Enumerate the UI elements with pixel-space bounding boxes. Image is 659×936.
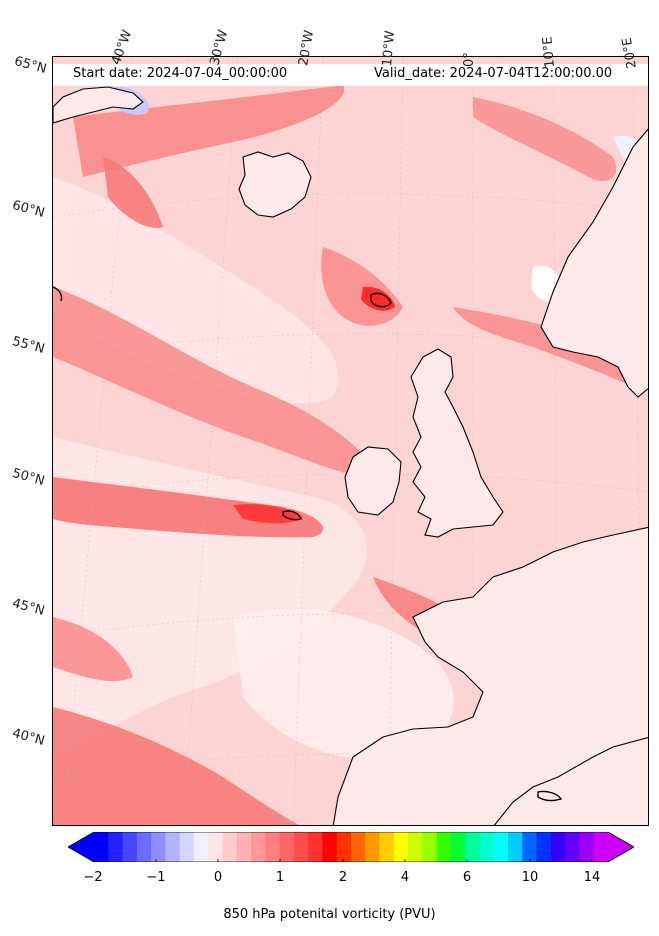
cb-tick-label: −2: [83, 870, 103, 885]
north-africa-coast: [493, 736, 648, 825]
colorbar-segment: [536, 832, 552, 862]
cb-tick-label: −1: [146, 870, 166, 885]
colorbar-segment: [508, 832, 523, 862]
colorbar-segment: [393, 832, 409, 862]
field-red-band: [233, 504, 303, 524]
colorbar-segment: [379, 832, 395, 862]
colorbar-segment: [336, 832, 352, 862]
cb-tick-label: 6: [462, 870, 472, 885]
colorbar-segment: [579, 832, 595, 862]
cb-tick-label: 1: [275, 870, 285, 885]
colorbar-segment: [465, 832, 481, 862]
colorbar-segment: [136, 832, 152, 862]
colorbar: [68, 832, 634, 862]
lat-label-40n: 40°N: [10, 726, 47, 749]
field-light-band: [233, 609, 454, 759]
colorbar-segment: [222, 832, 238, 862]
lat-label-55n: 55°N: [10, 334, 47, 357]
colorbar-segment: [408, 832, 423, 862]
field-red-band: [53, 477, 323, 538]
lat-label-45n: 45°N: [10, 596, 47, 619]
colorbar-segment: [351, 832, 366, 862]
great-britain-coast: [410, 348, 504, 538]
greenland-coast: [53, 86, 144, 124]
cb-tick-label: 14: [583, 870, 601, 885]
field-red-band: [453, 307, 633, 387]
colorbar-segment: [108, 832, 124, 862]
colorbar-segment: [94, 832, 109, 862]
colorbar-over-triangle: [608, 832, 634, 862]
scandinavia-coast: [540, 128, 648, 398]
colorbar-segment: [236, 832, 252, 862]
ireland-coast: [344, 446, 402, 516]
coastlines: [53, 86, 648, 825]
lon-label-10e: 10°E: [540, 35, 558, 69]
colorbar-segment: [193, 832, 209, 862]
colorbar-segment: [450, 832, 466, 862]
cb-tick-label: 2: [338, 870, 348, 885]
colorbar-segment: [422, 832, 438, 862]
lat-label-50n: 50°N: [10, 466, 47, 489]
intense-cores: [53, 286, 563, 802]
pv-field-map: [53, 57, 648, 825]
lat-label-60n: 60°N: [10, 198, 47, 221]
colorbar-segment: [151, 832, 166, 862]
colorbar-segment: [479, 832, 495, 862]
colorbar-segment: [165, 832, 181, 862]
cb-tick-label: 0: [213, 870, 223, 885]
colorbar-segment: [436, 832, 452, 862]
colorbar-segment: [251, 832, 266, 862]
france-iberia-coast: [332, 526, 648, 825]
colorbar-segment: [550, 832, 566, 862]
colorbar-under-triangle: [68, 832, 94, 862]
colorbar-segment: [493, 832, 509, 862]
colorbar-segment: [279, 832, 295, 862]
header-strip: [53, 64, 648, 86]
field-red-band: [103, 157, 163, 228]
colorbar-segment: [365, 832, 381, 862]
map-panel: [52, 56, 649, 826]
valid-date-label: Valid_date: 2024-07-04T12:00:00.00: [374, 66, 613, 81]
cb-tick-label: 10: [521, 870, 539, 885]
field-red-band: [53, 617, 133, 682]
field-red-band: [53, 287, 383, 478]
lon-label-10w: 10°W: [380, 29, 399, 67]
colorbar-segment: [293, 832, 309, 862]
colorbar-segment: [122, 832, 138, 862]
field-red-band: [361, 286, 395, 311]
start-date-label: Start date: 2024-07-04_00:00:00: [73, 66, 288, 81]
iceland-coast: [238, 151, 312, 218]
colorbar-segment: [208, 832, 224, 862]
field-red-band: [73, 85, 345, 177]
colorbar-segment: [179, 832, 195, 862]
lon-label-0: 0°: [462, 52, 477, 67]
colorbar-segment: [565, 832, 581, 862]
field-red-band: [53, 707, 300, 825]
cb-tick-label: 4: [400, 870, 410, 885]
colorbar-segment: [522, 832, 538, 862]
colorbar-segment: [265, 832, 281, 862]
colorbar-segment: [308, 832, 324, 862]
colorbar-segment: [593, 832, 609, 862]
colorbar-segment: [322, 832, 338, 862]
lat-label-65n: 65°N: [12, 54, 49, 77]
field-red-band: [473, 97, 617, 181]
colorbar-title: 850 hPa potenital vorticity (PVU): [223, 907, 436, 922]
